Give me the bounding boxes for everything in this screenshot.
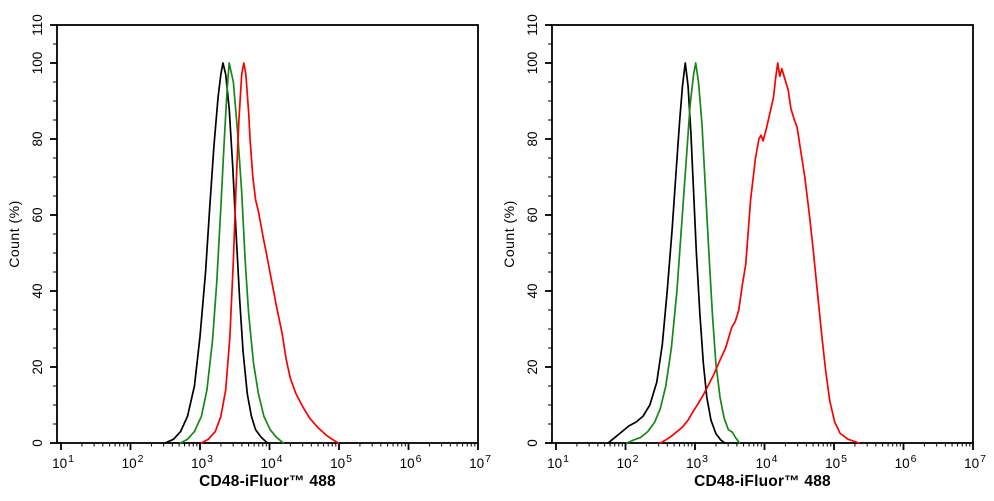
curve-black-right	[607, 62, 726, 444]
y-tick-label: 20	[525, 359, 540, 374]
panel-right: 101 102 103 104 105 106 107 0 20 40 60 80 100 110	[525, 14, 986, 471]
x-tick-label: 101	[52, 453, 74, 471]
y-axis-left: 0 20 40 60 80 100 110	[30, 14, 57, 447]
y-axis-title-left: Count (%)	[6, 200, 22, 268]
x-tick-label: 104	[756, 453, 778, 471]
y-tick-label: 60	[30, 207, 45, 222]
x-axis-title-left: CD48-iFluor™ 488	[199, 473, 336, 490]
curve-green-left	[179, 62, 285, 444]
plot-box-right	[551, 24, 974, 444]
y-tick-label: 0	[30, 439, 45, 447]
curve-red-left	[200, 62, 340, 444]
x-tick-label: 105	[330, 453, 352, 471]
x-tick-label: 106	[400, 453, 422, 471]
curve-black-left	[164, 62, 269, 444]
y-tick-label: 110	[30, 14, 45, 36]
y-tick-label: 110	[525, 14, 540, 36]
x-tick-label: 103	[686, 453, 708, 471]
y-axis-title-right: Count (%)	[501, 200, 517, 268]
x-axis-left: 101 102 103 104 105 106 107	[52, 443, 491, 471]
y-tick-label: 80	[525, 131, 540, 146]
y-tick-label: 60	[525, 207, 540, 222]
curve-red-right	[659, 62, 860, 444]
y-tick-label: 0	[525, 439, 540, 447]
panel-left: 101 102 103 104 105 106 107 0 20 40 60 80 100 110	[30, 14, 491, 471]
x-tick-label: 103	[191, 453, 213, 471]
y-tick-label: 40	[30, 283, 45, 298]
x-axis-title-right: CD48-iFluor™ 488	[694, 473, 831, 490]
x-tick-label: 102	[122, 453, 144, 471]
x-tick-label: 102	[617, 453, 639, 471]
x-tick-label: 105	[825, 453, 847, 471]
x-axis-right: 101 102 103 104 105 106 107	[547, 443, 986, 471]
y-axis-right: 0 20 40 60 80 100 110	[525, 14, 552, 447]
x-tick-label: 101	[547, 453, 569, 471]
x-tick-label: 104	[261, 453, 283, 471]
y-tick-label: 20	[30, 359, 45, 374]
y-tick-label: 100	[30, 52, 45, 75]
x-tick-label: 107	[469, 453, 491, 471]
plot-box-left	[56, 24, 479, 444]
y-tick-label: 100	[525, 52, 540, 75]
x-tick-label: 106	[895, 453, 917, 471]
y-tick-label: 40	[525, 283, 540, 298]
curve-green-right	[626, 62, 741, 444]
x-tick-label: 107	[964, 453, 986, 471]
y-tick-label: 80	[30, 131, 45, 146]
